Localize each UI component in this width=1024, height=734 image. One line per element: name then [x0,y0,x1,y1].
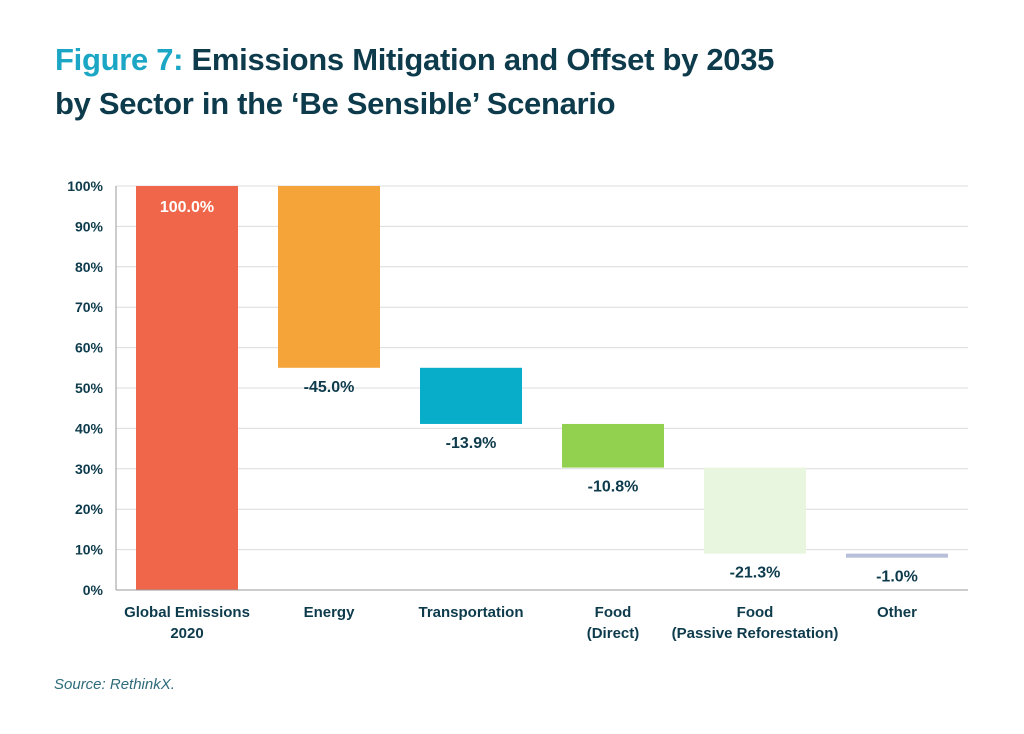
x-tick-label: (Direct) [587,625,640,642]
bar-other [846,553,948,558]
title-line-1: Figure 7: Emissions Mitigation and Offse… [55,38,995,82]
x-tick-label: Food [595,604,632,621]
gridlines [116,185,968,551]
y-tick-label: 0% [83,582,104,598]
y-tick-label: 10% [75,542,104,558]
x-tick-label: Transportation [418,604,523,621]
title-line-2: by Sector in the ‘Be Sensible’ Scenario [55,86,616,121]
source-note: Source: RethinkX. [54,676,175,693]
y-tick-label: 80% [75,259,104,275]
data-label: -10.8% [588,479,639,496]
data-label: -21.3% [730,565,781,582]
bar-transportation [420,367,522,424]
x-tick-label: (Passive Reforestation) [672,625,839,642]
data-label: -1.0% [876,569,918,586]
bar-food-direct [562,423,664,468]
x-axis: Global Emissions 2020 Energy Transportation… [116,589,968,642]
y-tick-label: 40% [75,420,104,436]
y-tick-label: 90% [75,218,104,234]
y-tick-label: 50% [75,380,104,396]
y-tick-label: 20% [75,501,104,517]
data-labels: 100.0% -45.0% -13.9% -10.8% -21.3% -1.0% [160,199,918,586]
bar-food-passive-reforestation [704,467,806,554]
bar-global-emissions-2020 [136,186,238,590]
bars [136,186,948,590]
data-label: -13.9% [446,435,497,452]
x-tick-label: Food [737,604,774,621]
x-tick-label: Energy [304,604,356,621]
y-tick-label: 60% [75,340,104,356]
title-text-1: Emissions Mitigation and Offset by 2035 [183,42,775,77]
x-tick-label: 2020 [170,625,203,642]
data-label: -45.0% [304,379,355,396]
y-tick-label: 100% [67,178,103,194]
data-label: 100.0% [160,199,214,216]
figure-number: Figure 7: [55,42,184,77]
x-tick-label: Other [877,604,917,621]
y-tick-label: 30% [75,461,104,477]
y-tick-label: 70% [75,299,104,315]
bar-energy [278,186,380,368]
figure-title: Figure 7: Emissions Mitigation and Offse… [55,38,995,126]
y-axis: 0% 10% 20% 30% 40% 50% 60% 70% 80% 90% 100% [67,178,117,598]
x-tick-label: Global Emissions [124,604,250,621]
